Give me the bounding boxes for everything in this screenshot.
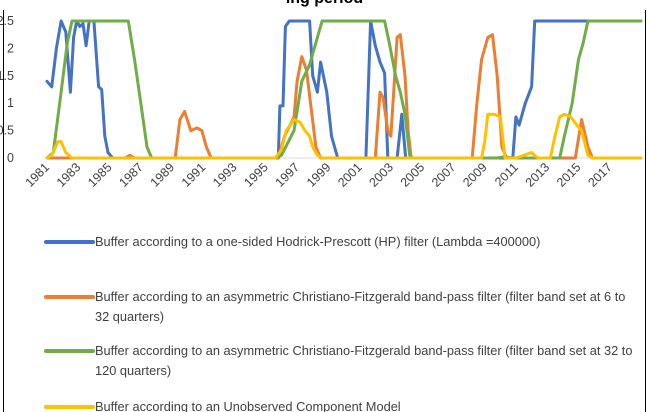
legend-item-ucm: Buffer according to an Unobserved Compon… bbox=[44, 397, 644, 412]
frame-left-border bbox=[3, 10, 4, 412]
x-tick-label: 1987 bbox=[116, 160, 146, 190]
x-tick-label: 2017 bbox=[585, 160, 615, 190]
x-tick-label: 1999 bbox=[304, 160, 334, 190]
legend-label-cf-6-32: Buffer according to an asymmetric Christ… bbox=[95, 289, 626, 324]
y-axis-ticks: 0 0.5 1 1.5 2 2.5 bbox=[0, 14, 14, 165]
x-tick-label: 2001 bbox=[335, 160, 365, 190]
x-tick-label: 1983 bbox=[54, 160, 84, 190]
series-line-1 bbox=[45, 33, 643, 160]
y-tick-label: 0.5 bbox=[0, 124, 14, 138]
x-tick-label: 2013 bbox=[523, 160, 553, 190]
legend-label-hp-filter: Buffer according to a one-sided Hodrick-… bbox=[95, 234, 541, 249]
x-tick-label: 1989 bbox=[148, 160, 178, 190]
x-tick-label: 2007 bbox=[429, 160, 459, 190]
y-tick-label: 2 bbox=[7, 41, 14, 55]
x-tick-label: 1993 bbox=[210, 160, 240, 190]
y-tick-label: 0 bbox=[7, 151, 14, 165]
x-tick-label: 2005 bbox=[398, 160, 428, 190]
legend-swatch-ucm bbox=[44, 405, 95, 409]
x-tick-label: 2011 bbox=[492, 160, 521, 189]
x-tick-label: 1981 bbox=[23, 160, 53, 190]
x-tick-label: 2003 bbox=[366, 160, 396, 190]
x-axis-ticks: 1981 1983 1985 1987 1989 1991 1993 1995 1997 1999… bbox=[23, 160, 615, 190]
y-tick-label: 1 bbox=[7, 96, 14, 110]
x-tick-label: 1997 bbox=[273, 160, 303, 190]
legend-label-ucm: Buffer according to an Unobserved Compon… bbox=[95, 399, 401, 412]
legend-item-hp-filter: Buffer according to a one-sided Hodrick-… bbox=[44, 232, 644, 252]
series-group bbox=[45, 19, 643, 160]
x-tick-label: 2009 bbox=[460, 160, 490, 190]
frame-right-border bbox=[645, 10, 646, 412]
legend-swatch-cf-32-120 bbox=[44, 349, 95, 353]
y-tick-label: 2.5 bbox=[0, 14, 14, 28]
legend-swatch-hp-filter bbox=[44, 240, 95, 244]
x-tick-label: 1985 bbox=[85, 160, 115, 190]
series-line-3 bbox=[45, 112, 643, 160]
x-tick-label: 1991 bbox=[179, 160, 209, 190]
x-tick-label: 2015 bbox=[554, 160, 584, 190]
series-line-2 bbox=[45, 19, 643, 160]
series-line-0 bbox=[45, 19, 643, 160]
legend-label-cf-32-120: Buffer according to an asymmetric Christ… bbox=[95, 343, 633, 378]
y-tick-label: 1.5 bbox=[0, 69, 14, 83]
legend-swatch-cf-6-32 bbox=[44, 295, 95, 299]
x-tick-label: 1995 bbox=[241, 160, 271, 190]
legend-item-cf-6-32: Buffer according to an asymmetric Christ… bbox=[44, 287, 644, 327]
legend-item-cf-32-120: Buffer according to an asymmetric Christ… bbox=[44, 341, 644, 381]
chart-title: ing period bbox=[0, 0, 649, 8]
